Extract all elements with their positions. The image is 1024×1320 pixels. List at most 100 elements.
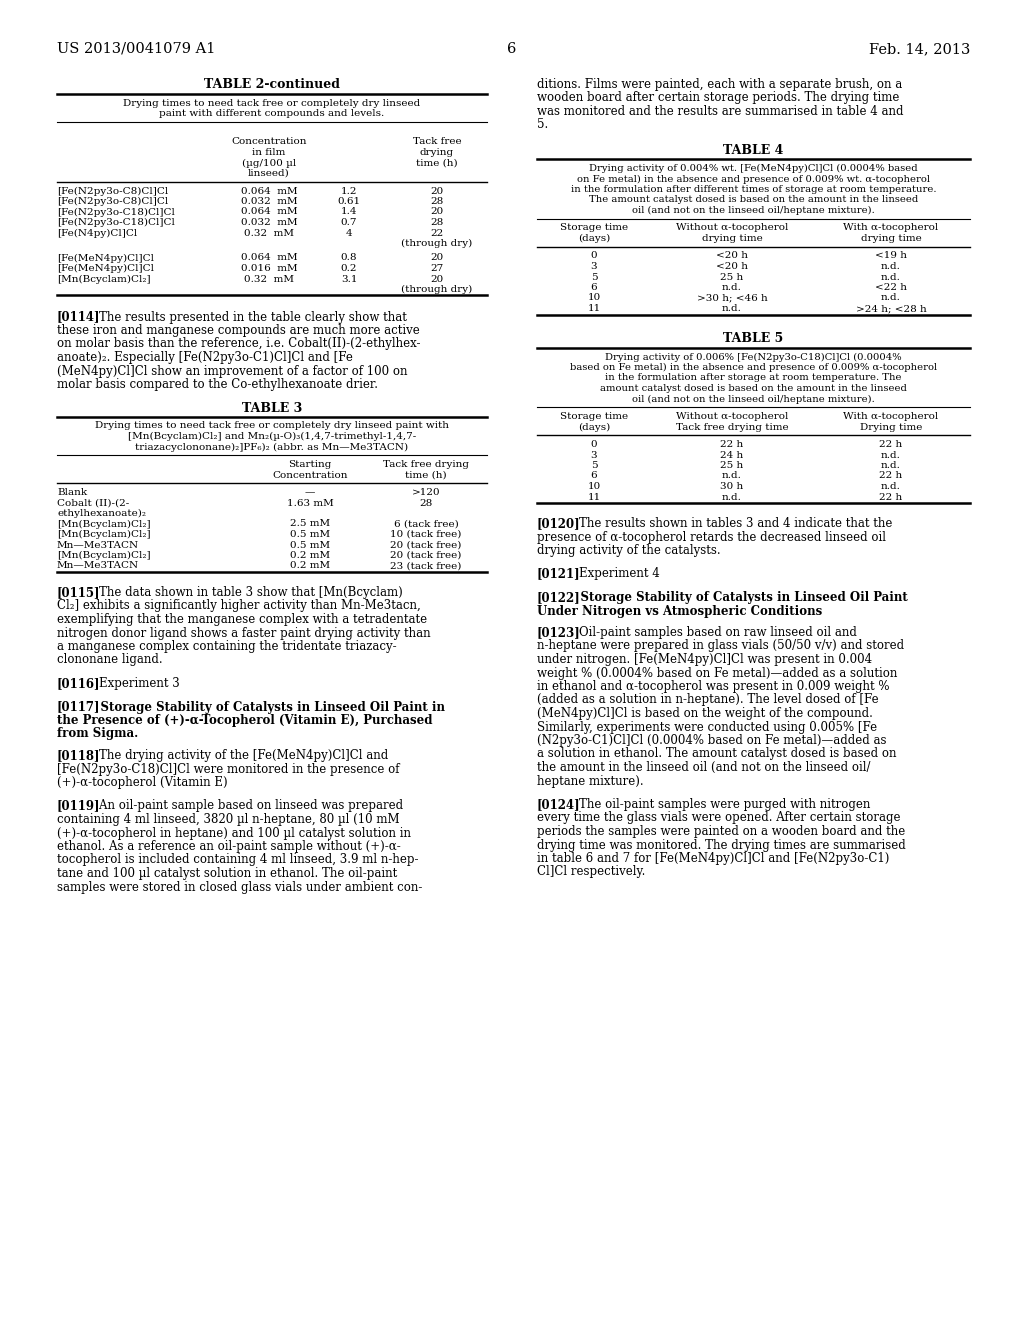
Text: [0124]: [0124] xyxy=(537,799,581,810)
Text: 3: 3 xyxy=(591,450,597,459)
Text: 6 (tack free): 6 (tack free) xyxy=(393,520,459,528)
Text: 25 h: 25 h xyxy=(720,461,743,470)
Text: [0120]: [0120] xyxy=(537,517,581,531)
Text: With α-tocopherol: With α-tocopherol xyxy=(844,223,939,232)
Text: The results shown in tables 3 and 4 indicate that the: The results shown in tables 3 and 4 indi… xyxy=(563,517,892,531)
Text: nitrogen donor ligand shows a faster paint drying activity than: nitrogen donor ligand shows a faster pai… xyxy=(57,627,431,639)
Text: 0.61: 0.61 xyxy=(338,197,360,206)
Text: (days): (days) xyxy=(578,234,610,243)
Text: weight % (0.0004% based on Fe metal)—added as a solution: weight % (0.0004% based on Fe metal)—add… xyxy=(537,667,897,680)
Text: 5.: 5. xyxy=(537,119,548,132)
Text: in table 6 and 7 for [Fe(MeN4py)Cl]Cl and [Fe(N2py3o-C1): in table 6 and 7 for [Fe(MeN4py)Cl]Cl an… xyxy=(537,851,890,865)
Text: (through dry): (through dry) xyxy=(401,285,473,294)
Text: 22 h: 22 h xyxy=(720,440,743,449)
Text: drying time: drying time xyxy=(860,234,922,243)
Text: Without α-tocopherol: Without α-tocopherol xyxy=(676,412,788,421)
Text: 3.1: 3.1 xyxy=(341,275,357,284)
Text: Oil-paint samples based on raw linseed oil and: Oil-paint samples based on raw linseed o… xyxy=(563,626,856,639)
Text: [Fe(N4py)Cl]Cl: [Fe(N4py)Cl]Cl xyxy=(57,228,137,238)
Text: 0.032  mM: 0.032 mM xyxy=(241,197,297,206)
Text: 6: 6 xyxy=(591,282,597,292)
Text: 0: 0 xyxy=(591,440,597,449)
Text: amount catalyst dosed is based on the amount in the linseed: amount catalyst dosed is based on the am… xyxy=(600,384,907,393)
Text: [Mn(Bcyclam)Cl₂]: [Mn(Bcyclam)Cl₂] xyxy=(57,550,151,560)
Text: (µg/100 µl: (µg/100 µl xyxy=(242,158,296,168)
Text: from Sigma.: from Sigma. xyxy=(57,727,138,741)
Text: heptane mixture).: heptane mixture). xyxy=(537,775,644,788)
Text: n.d.: n.d. xyxy=(722,304,742,313)
Text: 28: 28 xyxy=(420,499,432,507)
Text: ethanol. As a reference an oil-paint sample without (+)-α-: ethanol. As a reference an oil-paint sam… xyxy=(57,840,400,853)
Text: Storage Stability of Catalysts in Linseed Oil Paint in: Storage Stability of Catalysts in Linsee… xyxy=(84,701,444,714)
Text: [0116]: [0116] xyxy=(57,677,100,690)
Text: paint with different compounds and levels.: paint with different compounds and level… xyxy=(160,110,385,119)
Text: 6: 6 xyxy=(591,471,597,480)
Text: 0: 0 xyxy=(591,252,597,260)
Text: The drying activity of the [Fe(MeN4py)Cl]Cl and: The drying activity of the [Fe(MeN4py)Cl… xyxy=(84,748,388,762)
Text: (MeN4py)Cl]Cl is based on the weight of the compound.: (MeN4py)Cl]Cl is based on the weight of … xyxy=(537,708,872,719)
Text: [0118]: [0118] xyxy=(57,748,100,762)
Text: Storage Stability of Catalysts in Linseed Oil Paint: Storage Stability of Catalysts in Linsee… xyxy=(563,591,907,605)
Text: [Fe(N2py3o-C18)Cl]Cl: [Fe(N2py3o-C18)Cl]Cl xyxy=(57,207,175,216)
Text: (N2py3o-C1)Cl]Cl (0.0004% based on Fe metal)—added as: (N2py3o-C1)Cl]Cl (0.0004% based on Fe me… xyxy=(537,734,887,747)
Text: 27: 27 xyxy=(430,264,443,273)
Text: n.d.: n.d. xyxy=(722,492,742,502)
Text: TABLE 5: TABLE 5 xyxy=(723,333,783,346)
Text: on Fe metal) in the absence and presence of 0.009% wt. α-tocopherol: on Fe metal) in the absence and presence… xyxy=(577,174,930,183)
Text: exemplifying that the manganese complex with a tetradentate: exemplifying that the manganese complex … xyxy=(57,612,427,626)
Text: Blank: Blank xyxy=(57,488,87,498)
Text: tane and 100 µl catalyst solution in ethanol. The oil-paint: tane and 100 µl catalyst solution in eth… xyxy=(57,867,397,880)
Text: n-heptane were prepared in glass vials (50/50 v/v) and stored: n-heptane were prepared in glass vials (… xyxy=(537,639,904,652)
Text: [0115]: [0115] xyxy=(57,586,100,599)
Text: [Fe(N2py3o-C18)Cl]Cl were monitored in the presence of: [Fe(N2py3o-C18)Cl]Cl were monitored in t… xyxy=(57,763,399,776)
Text: every time the glass vials were opened. After certain storage: every time the glass vials were opened. … xyxy=(537,812,900,825)
Text: ditions. Films were painted, each with a separate brush, on a: ditions. Films were painted, each with a… xyxy=(537,78,902,91)
Text: on molar basis than the reference, i.e. Cobalt(II)-(2-ethylhex-: on molar basis than the reference, i.e. … xyxy=(57,338,421,351)
Text: 10: 10 xyxy=(588,482,601,491)
Text: n.d.: n.d. xyxy=(881,450,901,459)
Text: Experiment 3: Experiment 3 xyxy=(84,677,179,690)
Text: The data shown in table 3 show that [Mn(Bcyclam): The data shown in table 3 show that [Mn(… xyxy=(84,586,402,599)
Text: Starting: Starting xyxy=(289,459,332,469)
Text: Drying times to need tack free or completely dry linseed paint with: Drying times to need tack free or comple… xyxy=(95,421,449,430)
Text: 28: 28 xyxy=(430,218,443,227)
Text: (through dry): (through dry) xyxy=(401,239,473,248)
Text: 20 (tack free): 20 (tack free) xyxy=(390,550,462,560)
Text: containing 4 ml linseed, 3820 µl n-heptane, 80 µl (10 mM: containing 4 ml linseed, 3820 µl n-hepta… xyxy=(57,813,399,826)
Text: a solution in ethanol. The amount catalyst dosed is based on: a solution in ethanol. The amount cataly… xyxy=(537,747,896,760)
Text: n.d.: n.d. xyxy=(722,471,742,480)
Text: TABLE 4: TABLE 4 xyxy=(723,144,783,157)
Text: The amount catalyst dosed is based on the amount in the linseed: The amount catalyst dosed is based on th… xyxy=(589,195,919,205)
Text: wooden board after certain storage periods. The drying time: wooden board after certain storage perio… xyxy=(537,91,899,104)
Text: <19 h: <19 h xyxy=(874,252,907,260)
Text: >24 h; <28 h: >24 h; <28 h xyxy=(856,304,927,313)
Text: [Mn(Bcyclam)Cl₂] and Mn₂(µ-O)₃(1,4,7-trimethyl-1,4,7-: [Mn(Bcyclam)Cl₂] and Mn₂(µ-O)₃(1,4,7-tri… xyxy=(128,432,416,441)
Text: >120: >120 xyxy=(412,488,440,498)
Text: —: — xyxy=(305,488,315,498)
Text: Drying activity of 0.006% [Fe(N2py3o-C18)Cl]Cl (0.0004%: Drying activity of 0.006% [Fe(N2py3o-C18… xyxy=(605,352,902,362)
Text: [0123]: [0123] xyxy=(537,626,581,639)
Text: drying activity of the catalysts.: drying activity of the catalysts. xyxy=(537,544,721,557)
Text: in ethanol and α-tocopherol was present in 0.009 weight %: in ethanol and α-tocopherol was present … xyxy=(537,680,890,693)
Text: Feb. 14, 2013: Feb. 14, 2013 xyxy=(868,42,970,55)
Text: samples were stored in closed glass vials under ambient con-: samples were stored in closed glass vial… xyxy=(57,880,422,894)
Text: [0119]: [0119] xyxy=(57,800,100,813)
Text: [0121]: [0121] xyxy=(537,568,581,581)
Text: based on Fe metal) in the absence and presence of 0.009% α-tocopherol: based on Fe metal) in the absence and pr… xyxy=(570,363,937,372)
Text: US 2013/0041079 A1: US 2013/0041079 A1 xyxy=(57,42,215,55)
Text: ethylhexanoate)₂: ethylhexanoate)₂ xyxy=(57,510,146,519)
Text: 24 h: 24 h xyxy=(720,450,743,459)
Text: <20 h: <20 h xyxy=(716,261,748,271)
Text: Drying activity of 0.004% wt. [Fe(MeN4py)Cl]Cl (0.0004% based: Drying activity of 0.004% wt. [Fe(MeN4py… xyxy=(589,164,918,173)
Text: TABLE 2-continued: TABLE 2-continued xyxy=(204,78,340,91)
Text: 22 h: 22 h xyxy=(880,440,902,449)
Text: presence of α-tocopherol retards the decreased linseed oil: presence of α-tocopherol retards the dec… xyxy=(537,531,886,544)
Text: 2.5 mM: 2.5 mM xyxy=(290,520,330,528)
Text: (days): (days) xyxy=(578,422,610,432)
Text: 0.064  mM: 0.064 mM xyxy=(241,207,297,216)
Text: Drying times to need tack free or completely dry linseed: Drying times to need tack free or comple… xyxy=(123,99,421,108)
Text: 20: 20 xyxy=(430,207,443,216)
Text: 0.5 mM: 0.5 mM xyxy=(290,531,330,539)
Text: [0122]: [0122] xyxy=(537,591,581,605)
Text: linseed): linseed) xyxy=(248,169,290,178)
